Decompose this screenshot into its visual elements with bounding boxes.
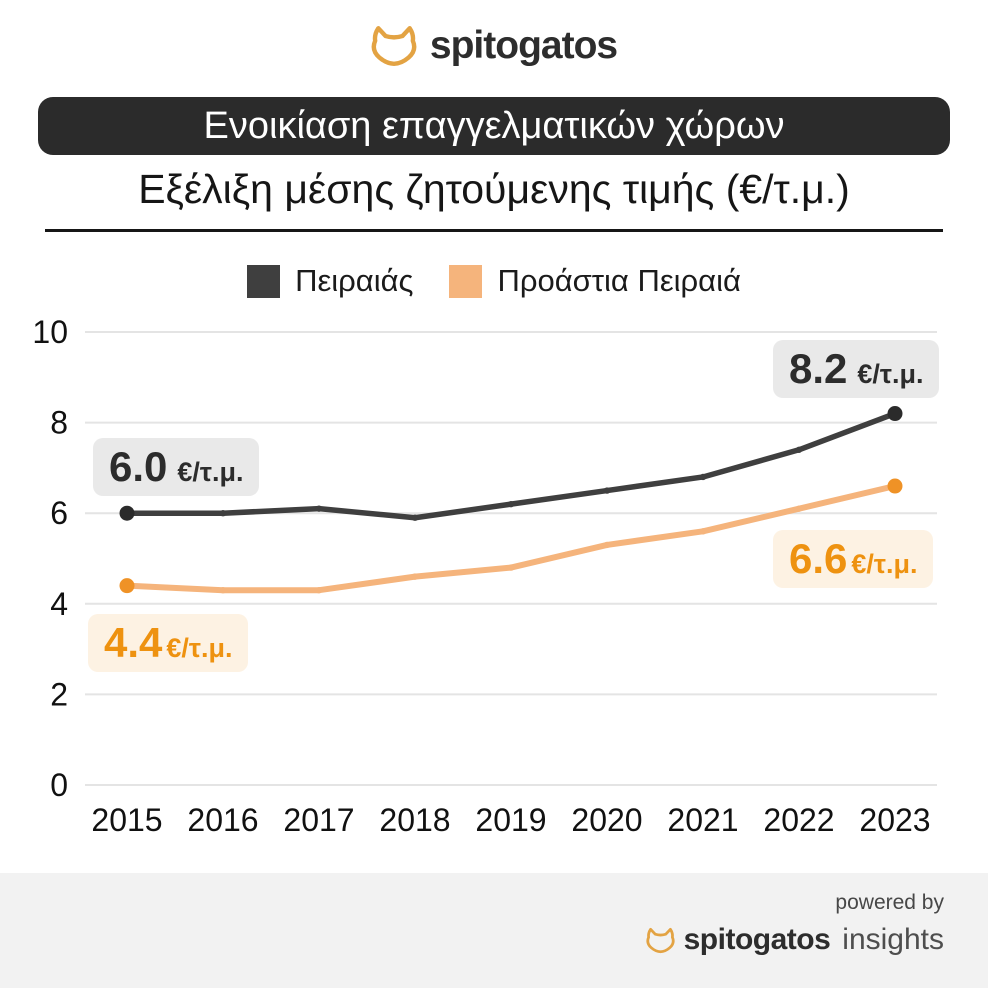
unit-text: €/τ.μ. (177, 457, 244, 487)
data-point-dot (887, 406, 903, 422)
legend-label: Προάστια Πειραιά (497, 263, 741, 298)
x-axis-tick-label: 2020 (571, 802, 642, 838)
cat-icon (645, 927, 675, 953)
value-text: 6.0 (109, 443, 168, 490)
chart-legend: Πειραιάς Προάστια Πειραιά (0, 263, 988, 299)
vertex-marker (315, 587, 323, 594)
y-axis-tick-label: 10 (32, 314, 68, 350)
footer-brand-name: spitogatos (683, 923, 831, 956)
unit-text: €/τ.μ. (857, 359, 924, 389)
footer-band: powered by spitogatos insights (0, 873, 988, 988)
title-banner: Ενοικίαση επαγγελματικών χώρων (38, 97, 950, 155)
vertex-marker (411, 514, 419, 521)
x-axis-tick-label: 2017 (283, 802, 354, 838)
vertex-marker (219, 510, 227, 517)
vertex-marker (507, 500, 515, 508)
vertex-marker (315, 505, 323, 512)
legend-swatch-orange (449, 264, 483, 298)
value-label-2023-proastia: 6.6 €/τ.μ. (773, 530, 934, 588)
cat-icon (371, 26, 417, 66)
legend-label: Πειραιάς (295, 263, 414, 298)
legend-swatch-dark (247, 264, 281, 298)
vertex-marker (219, 587, 227, 594)
value-text: 6.6 (789, 535, 848, 582)
vertex-marker (603, 541, 611, 549)
value-label-2023-peiraias: 8.2 €/τ.μ. (773, 340, 940, 398)
y-axis-tick-label: 6 (50, 495, 68, 531)
vertex-marker (795, 446, 803, 453)
footer-logo: spitogatos insights (645, 923, 944, 957)
chart-subtitle: Εξέλιξη μέσης ζητούμενης τιμής (€/τ.μ.) (138, 166, 850, 212)
x-axis-tick-label: 2015 (91, 802, 162, 838)
brand-name: spitogatos (429, 24, 618, 67)
footer-brand-suffix: insights (842, 923, 944, 956)
title-separator (45, 229, 943, 232)
legend-item-proastia: Προάστια Πειραιά (449, 263, 741, 299)
powered-by-text: powered by (835, 891, 944, 914)
value-label-2015-peiraias: 6.0 €/τ.μ. (93, 438, 260, 496)
value-text: 4.4 (104, 619, 163, 666)
data-point-dot (119, 505, 135, 521)
y-axis-tick-label: 8 (50, 405, 68, 441)
value-text: 8.2 (789, 345, 848, 392)
vertex-marker (507, 564, 515, 571)
vertex-marker (603, 487, 611, 494)
unit-text: €/τ.μ. (851, 549, 918, 579)
vertex-marker (699, 528, 707, 535)
value-label-2015-proastia: 4.4 €/τ.μ. (88, 614, 249, 672)
x-axis-tick-label: 2022 (763, 802, 834, 838)
data-point-dot (887, 478, 903, 494)
vertex-marker (411, 573, 419, 580)
data-point-dot (119, 578, 135, 594)
y-axis-tick-label: 0 (50, 767, 68, 803)
vertex-marker (699, 473, 707, 481)
unit-text: €/τ.μ. (166, 633, 233, 663)
y-axis-tick-label: 4 (50, 586, 68, 622)
x-axis-tick-label: 2023 (859, 802, 930, 838)
y-axis-tick-label: 2 (50, 676, 68, 712)
x-axis-tick-label: 2018 (379, 802, 450, 838)
vertex-marker (795, 505, 803, 512)
x-axis-tick-label: 2019 (475, 802, 546, 838)
x-axis-tick-label: 2016 (187, 802, 258, 838)
legend-item-peiraias: Πειραιάς (247, 263, 413, 299)
brand-logo: spitogatos (0, 24, 988, 68)
x-axis-tick-label: 2021 (667, 802, 738, 838)
